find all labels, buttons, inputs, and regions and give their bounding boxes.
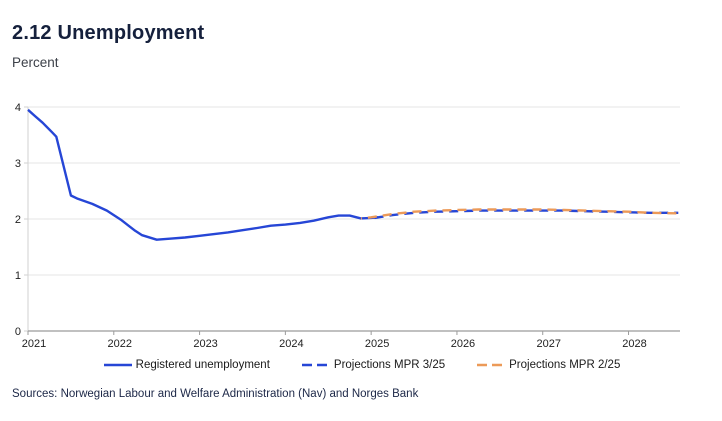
y-tick-label-1: 1 — [15, 270, 21, 282]
legend-label: Registered unemployment — [135, 359, 270, 371]
chart-title: 2.12 Unemployment — [12, 22, 205, 44]
x-tick-label-2026: 2026 — [451, 338, 475, 350]
x-tick-label-2025: 2025 — [365, 338, 389, 350]
chart-legend: Registered unemployment Projections MPR 3… — [0, 359, 722, 371]
y-tick-label-0: 0 — [15, 326, 21, 338]
series-line-2 — [360, 208, 679, 220]
legend-item-1: Projections MPR 3/25 — [300, 359, 445, 371]
legend-item-0: Registered unemployment — [102, 359, 270, 371]
legend-swatch-dashed-line-icon — [301, 363, 330, 367]
chart-subtitle: Percent — [12, 55, 59, 70]
x-tick-label-2022: 2022 — [108, 338, 132, 350]
x-tick-label-2027: 2027 — [536, 338, 560, 350]
legend-label: Projections MPR 3/25 — [333, 359, 446, 371]
x-tick-label-2028: 2028 — [622, 338, 646, 350]
line-chart-canvas: 0 1 2 3 4 2021 2022 2023 2024 2025 2026 2027 2028 — [15, 102, 680, 350]
x-tick-label-2024: 2024 — [279, 338, 303, 350]
y-tick-label-4: 4 — [15, 102, 21, 114]
y-tick-label-2: 2 — [15, 214, 21, 226]
y-tick-label-3: 3 — [15, 158, 21, 170]
series-line-0 — [27, 108, 379, 241]
legend-swatch-solid-line-icon — [103, 363, 132, 367]
legend-swatch-dashed-line-icon — [477, 363, 506, 367]
x-tick-label-2021: 2021 — [22, 338, 46, 350]
sources-note: Sources: Norwegian Labour and Welfare Ad… — [12, 388, 419, 400]
x-tick-label-2023: 2023 — [193, 338, 217, 350]
legend-item-2: Projections MPR 2/25 — [475, 359, 620, 371]
legend-label: Projections MPR 2/25 — [509, 359, 621, 371]
